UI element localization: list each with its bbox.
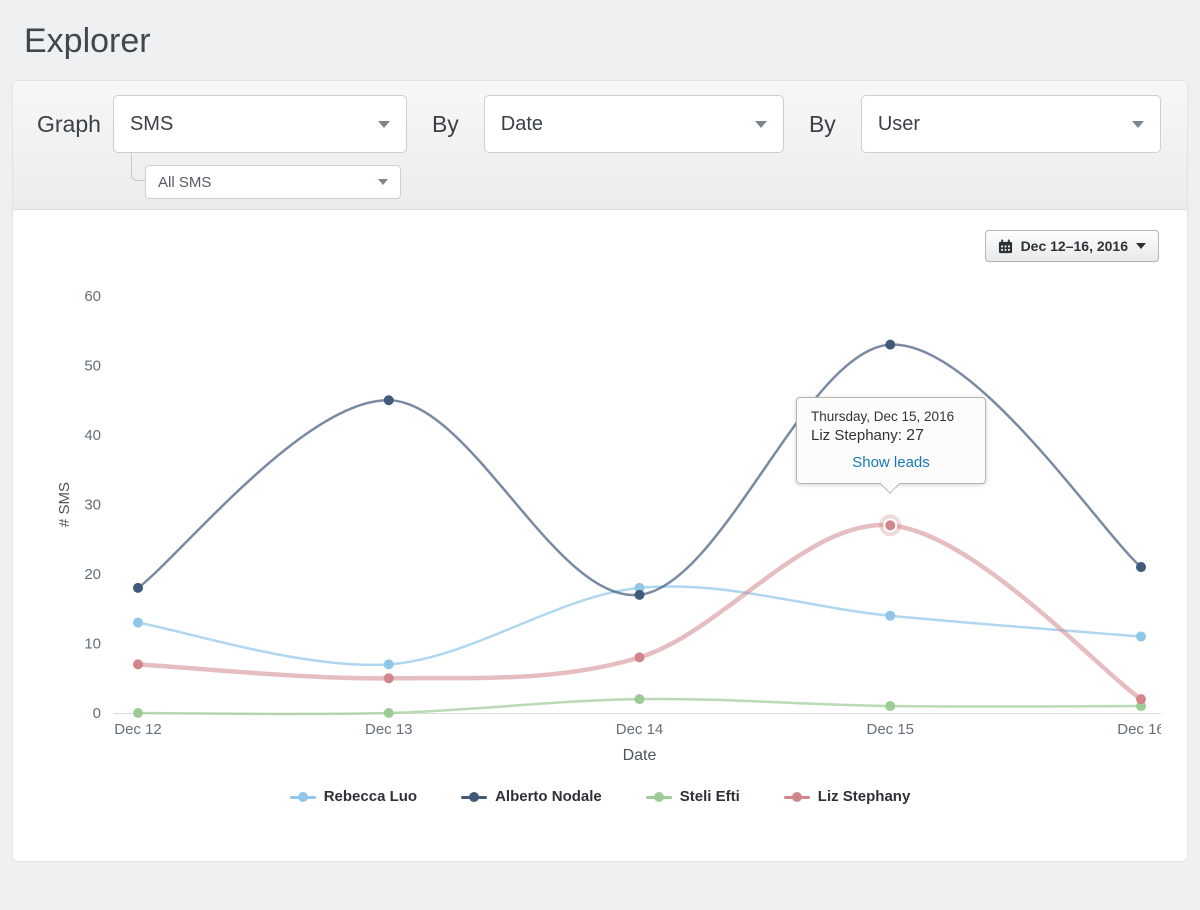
chart-legend: Rebecca Luo Alberto Nodale Steli Efti Liz S… [41, 788, 1159, 805]
svg-text:60: 60 [84, 288, 101, 305]
filter-panel: Graph SMS By Date By User All SMS [13, 81, 1187, 210]
series-marker-icon [645, 791, 672, 803]
show-leads-link[interactable]: Show leads [852, 454, 930, 471]
group-by-select-value: Date [500, 112, 544, 135]
by-label: By [431, 110, 459, 137]
chart-toolbar: Dec 12–16, 2016 [41, 230, 1159, 264]
metric-select-value: SMS [129, 112, 174, 135]
calendar-icon [998, 238, 1012, 253]
svg-text:Date: Date [623, 747, 657, 764]
svg-text:50: 50 [84, 358, 101, 375]
sms-line-chart[interactable]: 0 10 20 30 40 50 60 Dec 12 Dec 13 Dec 14 Dec 15 Dec… [41, 266, 1161, 766]
tooltip-date: Thursday, Dec 15, 2016 [811, 409, 955, 424]
svg-text:20: 20 [84, 566, 101, 583]
chevron-down-icon [754, 120, 767, 128]
metric-select[interactable]: SMS [112, 95, 407, 153]
chevron-down-icon [378, 179, 388, 185]
series-marker-icon [461, 791, 488, 803]
series-marker-icon [783, 791, 810, 803]
series-marker-icon [289, 791, 316, 803]
explorer-card: Graph SMS By Date By User All SMS [12, 80, 1188, 862]
svg-text:30: 30 [84, 497, 101, 514]
chart-panel: Dec 12–16, 2016 0 10 20 30 40 50 60 Dec 12 Dec 1… [13, 210, 1187, 861]
svg-text:Dec 14: Dec 14 [616, 721, 664, 738]
chevron-down-icon [377, 120, 390, 128]
legend-label: Rebecca Luo [323, 788, 418, 805]
legend-label: Steli Efti [679, 788, 740, 805]
split-by-select-value: User [877, 112, 921, 135]
svg-text:# SMS: # SMS [56, 482, 73, 527]
tooltip-series-value: Liz Stephany: 27 [811, 427, 971, 445]
legend-item: Liz Stephany [783, 788, 911, 805]
svg-text:Dec 15: Dec 15 [866, 721, 914, 738]
legend-item: Steli Efti [645, 788, 740, 805]
chart-area: 0 10 20 30 40 50 60 Dec 12 Dec 13 Dec 14 Dec 15 Dec… [41, 266, 1161, 766]
svg-text:Dec 13: Dec 13 [365, 721, 413, 738]
chart-tooltip: Thursday, Dec 15, 2016 Liz Stephany: 27 … [796, 397, 986, 494]
svg-text:40: 40 [84, 427, 101, 444]
legend-label: Liz Stephany [817, 788, 911, 805]
chevron-down-icon [1136, 243, 1146, 249]
legend-item: Alberto Nodale [461, 788, 602, 805]
connector-line [131, 153, 145, 181]
legend-item: Rebecca Luo [289, 788, 418, 805]
metric-sub-select[interactable]: All SMS [145, 165, 401, 199]
legend-label: Alberto Nodale [495, 788, 602, 805]
tooltip-series-label: Liz Stephany: [811, 427, 902, 444]
svg-text:0: 0 [93, 705, 101, 722]
metric-sub-select-value: All SMS [158, 173, 212, 191]
date-range-button[interactable]: Dec 12–16, 2016 [984, 230, 1159, 262]
svg-text:10: 10 [84, 636, 101, 653]
group-by-select[interactable]: Date [483, 95, 784, 153]
svg-text:Dec 12: Dec 12 [114, 721, 162, 738]
split-by-select[interactable]: User [860, 95, 1161, 153]
by-label: By [808, 110, 836, 137]
date-range-label: Dec 12–16, 2016 [1020, 238, 1128, 254]
tooltip-value: 27 [906, 427, 924, 444]
graph-label: Graph [37, 110, 101, 137]
svg-text:Dec 16: Dec 16 [1117, 721, 1161, 738]
page-title: Explorer [24, 22, 151, 60]
chevron-down-icon [1132, 120, 1144, 128]
